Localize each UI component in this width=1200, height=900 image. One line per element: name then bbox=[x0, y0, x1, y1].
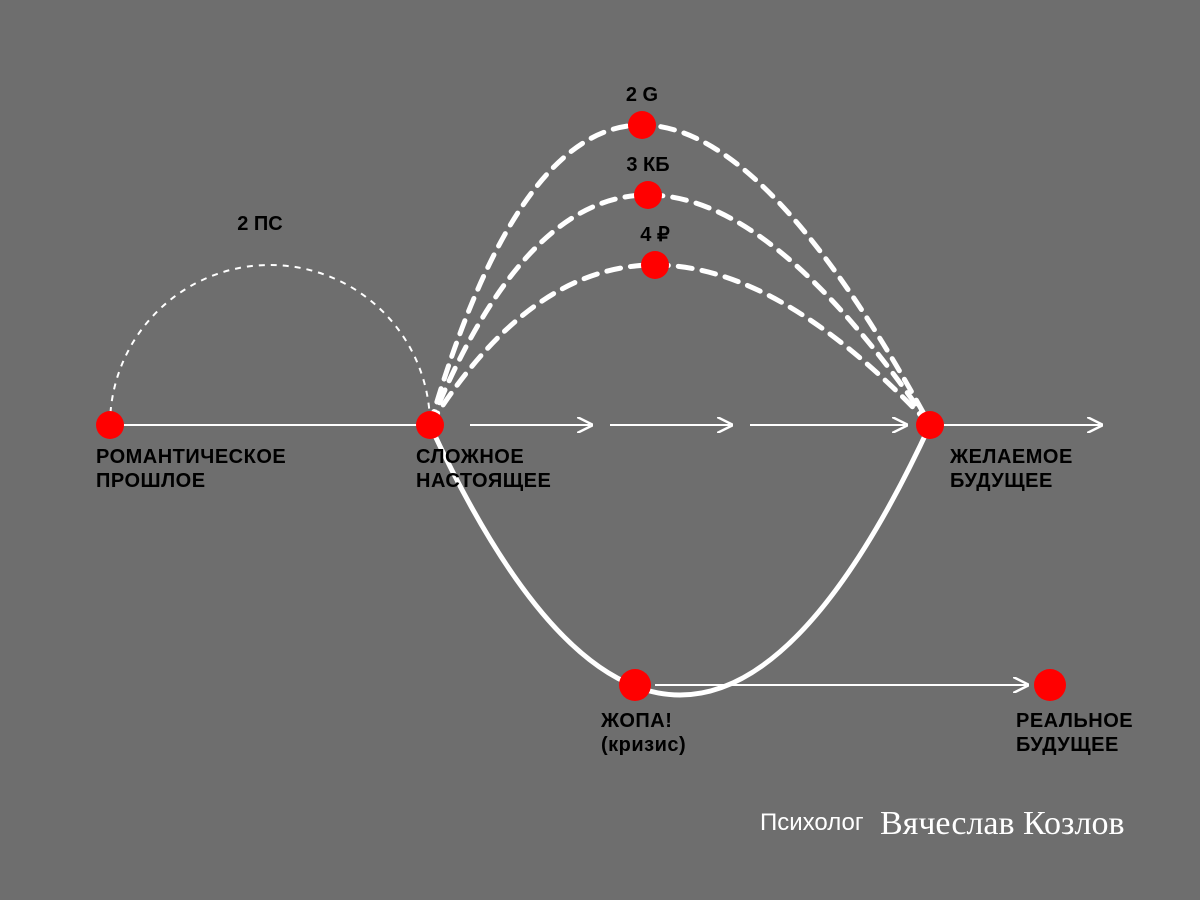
top-g-label: 2 G bbox=[626, 84, 658, 106]
crisis-label-l2: (кризис) bbox=[601, 734, 686, 756]
signature-printed: Психолог bbox=[760, 809, 864, 836]
crisis-label-l1: ЖОПА! bbox=[600, 710, 672, 732]
future-label-l2: БУДУЩЕЕ bbox=[950, 470, 1053, 492]
real-label-l2: БУДУЩЕЕ bbox=[1016, 734, 1119, 756]
present-label-l1: СЛОЖНОЕ bbox=[416, 446, 524, 468]
real-label-l1: РЕАЛЬНОЕ bbox=[1016, 710, 1133, 732]
past-arc-label: 2 ПС bbox=[237, 213, 283, 235]
top-p-label: 4 ₽ bbox=[640, 224, 670, 246]
present-label-l2: НАСТОЯЩЕЕ bbox=[416, 470, 551, 492]
top-kb-label: 3 КБ bbox=[626, 154, 669, 176]
past-label-l2: ПРОШЛОЕ bbox=[96, 470, 206, 492]
signature-script: Вячеслав Козлов bbox=[880, 805, 1125, 842]
past-label-l1: РОМАНТИЧЕСКОЕ bbox=[96, 446, 286, 468]
future-label-l1: ЖЕЛАЕМОЕ bbox=[949, 446, 1073, 468]
